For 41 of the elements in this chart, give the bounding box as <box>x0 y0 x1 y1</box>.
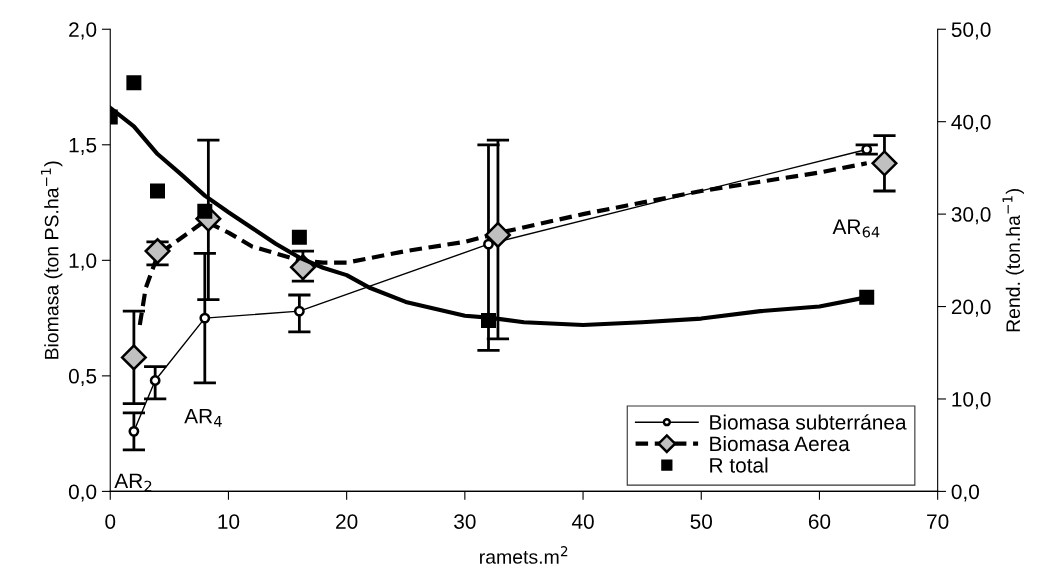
point <box>483 238 494 250</box>
y2-tick-label: 40,0 <box>951 114 991 132</box>
point <box>199 312 211 324</box>
y-tick-label: 0,5 <box>68 368 97 387</box>
point <box>859 289 875 305</box>
x-tick-label: 40 <box>571 514 594 529</box>
legend-label: Biomasa subterránea <box>710 414 907 430</box>
point <box>197 203 213 219</box>
point <box>293 305 305 317</box>
annotation: AR$_{4}$ <box>184 408 222 427</box>
x-tick-label: 60 <box>808 514 831 529</box>
point <box>484 221 511 248</box>
y2-tick-label: 0,0 <box>951 484 979 502</box>
y-axis-title: Biomasa (ton PS.ha$^{−1}$) <box>40 161 63 359</box>
point <box>871 150 898 177</box>
point <box>150 183 166 199</box>
x-tick-label: 50 <box>690 514 713 529</box>
y-tick-label: 1,0 <box>69 253 97 271</box>
x-tick-label: 10 <box>218 514 240 529</box>
y-tick-label: 0,0 <box>68 484 97 502</box>
y2-tick-label: 30,0 <box>951 207 991 225</box>
point <box>291 229 307 245</box>
x-tick-label: 0 <box>105 514 116 529</box>
x-tick-label: 70 <box>927 514 949 529</box>
y-tick-label: 2,0 <box>69 22 97 40</box>
point <box>480 312 496 328</box>
y2-tick-label: 10,0 <box>952 391 991 410</box>
legend-label: R total <box>710 457 768 473</box>
y-tick-label: 1,5 <box>69 138 97 155</box>
x-axis-title: ramets.m$^{2}$ <box>480 546 568 564</box>
legend-label: Biomasa Aerea <box>710 435 850 452</box>
point <box>128 425 140 437</box>
y2-tick-label: 50,0 <box>951 22 991 40</box>
point <box>149 375 161 386</box>
annotation: AR$_{64}$ <box>832 219 880 238</box>
y2-tick-label: 20,0 <box>951 299 991 317</box>
x-tick-label: 30 <box>454 514 476 529</box>
point <box>126 75 142 91</box>
y2-axis-title: Rend. (ton.ha$^{−1}$) <box>1002 189 1024 332</box>
x-tick-label: 20 <box>336 514 358 529</box>
point <box>120 344 147 371</box>
